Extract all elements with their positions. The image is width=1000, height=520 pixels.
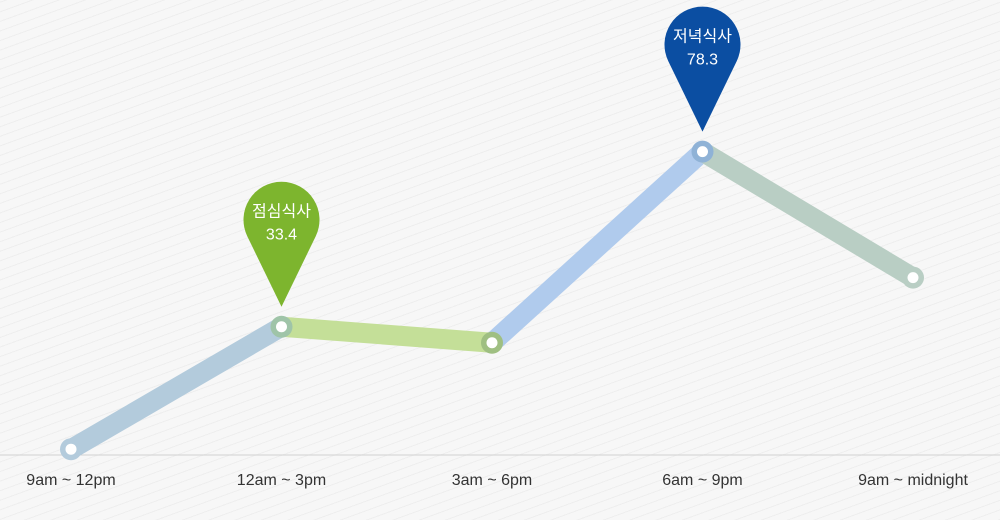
annotation-pin: 점심식사 33.4 (244, 182, 320, 307)
data-point (271, 316, 293, 338)
x-tick-label: 6am ~ 9pm (662, 472, 742, 489)
pin-label: 저녁식사 (673, 28, 732, 46)
data-point (692, 141, 714, 163)
pin-value: 33.4 (266, 227, 297, 244)
data-point-center (908, 272, 919, 283)
x-tick-label: 12am ~ 3pm (237, 472, 326, 489)
data-point-center (276, 321, 287, 332)
pin-label: 점심식사 (252, 203, 311, 221)
data-point-center (487, 337, 498, 348)
series-segment (492, 152, 703, 343)
series-points (60, 141, 924, 461)
series-segment (282, 327, 493, 343)
data-point (60, 438, 82, 460)
pin-shape (665, 7, 741, 132)
pin-shape (244, 182, 320, 307)
series-segment (71, 327, 282, 449)
series-segments (71, 152, 913, 450)
x-axis-ticks: 9am ~ 12pm 12am ~ 3pm 3am ~ 6pm 6am ~ 9p… (26, 472, 968, 489)
data-point (902, 267, 924, 289)
series-segment (703, 152, 914, 278)
data-point-center (697, 146, 708, 157)
x-tick-label: 9am ~ midnight (858, 472, 968, 489)
data-point-center (66, 444, 77, 455)
pin-value: 78.3 (687, 52, 718, 69)
data-point (481, 332, 503, 354)
annotation-pin: 저녁식사 78.3 (665, 7, 741, 132)
x-tick-label: 9am ~ 12pm (26, 472, 115, 489)
annotation-markers: 점심식사 33.4 저녁식사 78.3 (244, 7, 741, 307)
x-tick-label: 3am ~ 6pm (452, 472, 532, 489)
